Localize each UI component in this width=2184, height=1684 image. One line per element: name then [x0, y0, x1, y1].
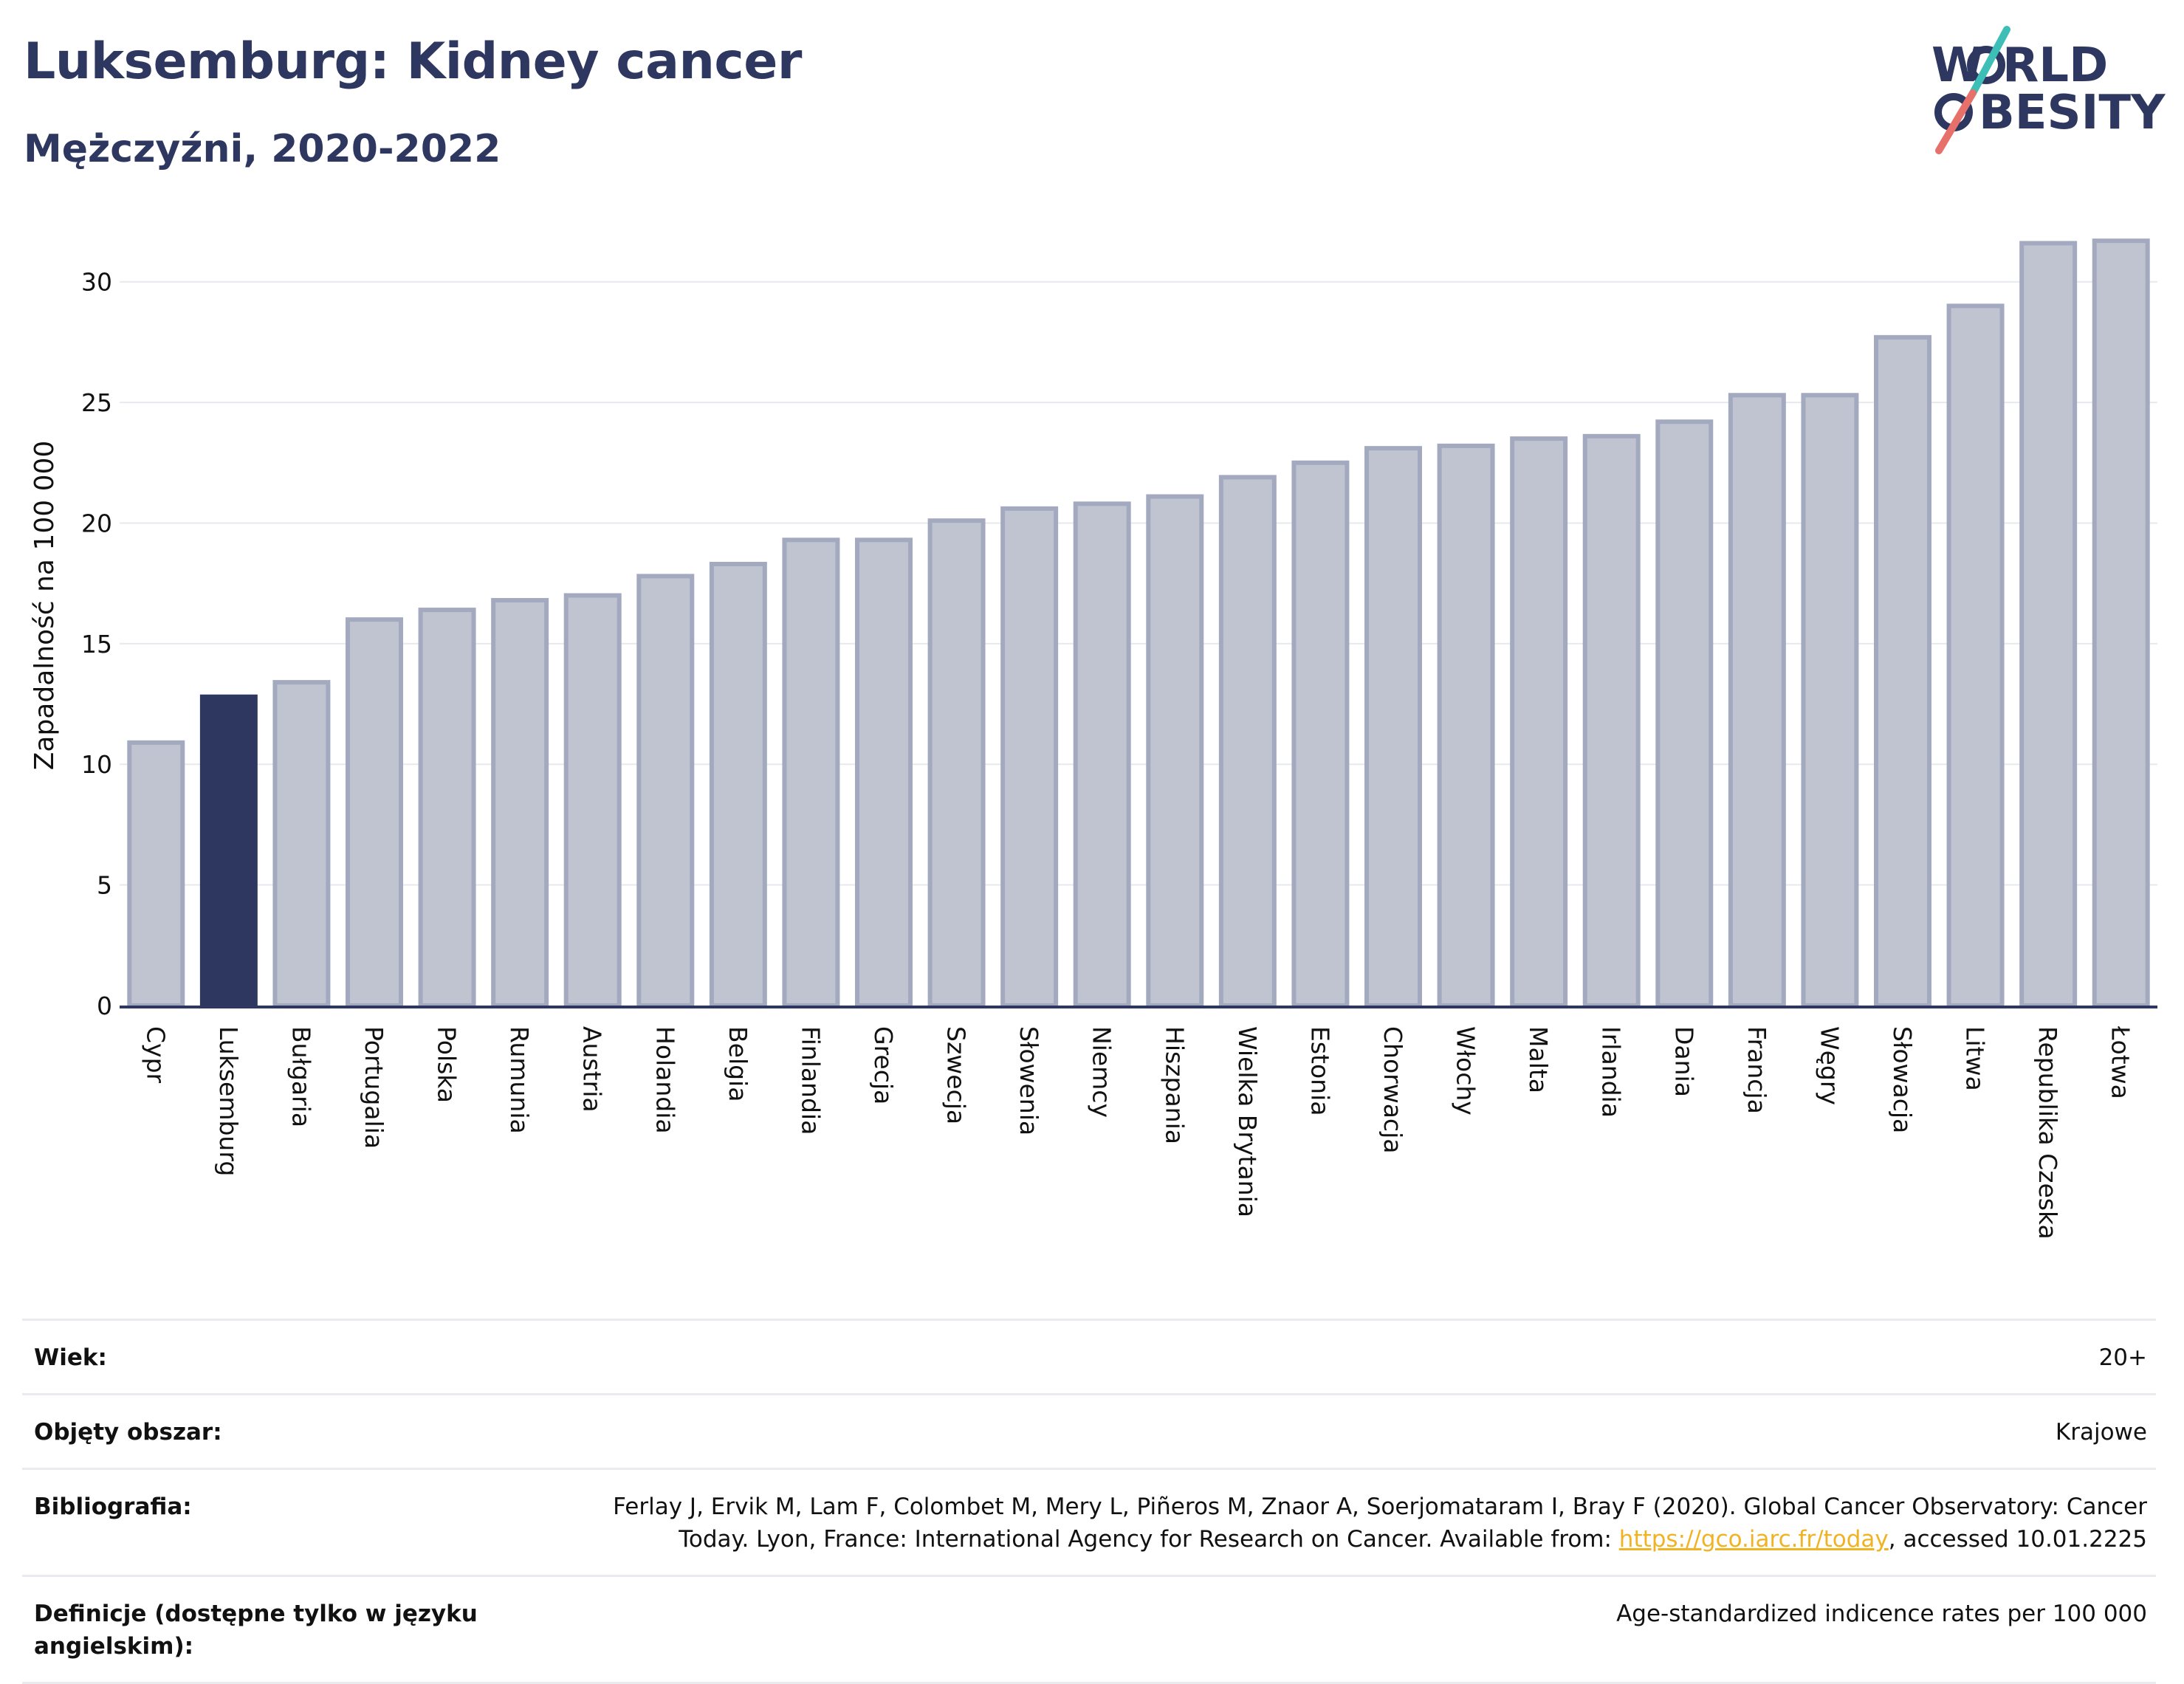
bar-hiszpania	[1146, 494, 1204, 1008]
y-axis-ticks: 0 5 10 15 20 25 30	[81, 268, 112, 1020]
x-tick-label: Portugalia	[360, 1026, 388, 1149]
bar-włochy	[1437, 443, 1495, 1008]
x-tick-label: Wielka Brytania	[1233, 1026, 1262, 1217]
x-tick-label: Niemcy	[1088, 1026, 1116, 1118]
x-tick-label: Austria	[578, 1026, 607, 1113]
y-axis-label: Zapadalność na 100 000	[30, 441, 60, 771]
x-tick-label: Malta	[1524, 1026, 1553, 1093]
x-tick-label: Luksemburg	[214, 1026, 243, 1176]
x-tick-label: Rumunia	[505, 1026, 534, 1134]
meta-label: Wiek:	[22, 1319, 515, 1395]
bibliography-line-2: Today. Lyon, France: International Agenc…	[679, 1526, 1619, 1553]
bar-luksemburg	[199, 694, 258, 1008]
chart-title: Luksemburg: Kidney cancer	[24, 32, 802, 91]
x-tick-label: Belgia	[724, 1026, 752, 1102]
logo-letter-o-top	[1967, 46, 2005, 84]
y-tick-label: 20	[81, 509, 112, 537]
x-tick-label: Słowacja	[1888, 1026, 1917, 1133]
meta-row-age: Wiek: 20+	[22, 1319, 2156, 1395]
x-tick-label: Grecja	[869, 1026, 898, 1104]
bar-malta	[1510, 436, 1568, 1008]
x-tick-label: Francja	[1742, 1026, 1771, 1114]
chart-subtitle: Mężczyźni, 2020-2022	[24, 127, 501, 171]
x-tick-label: Łotwa	[2106, 1025, 2135, 1099]
y-tick-label: 25	[81, 388, 112, 417]
bibliography-line-1: Ferlay J, Ervik M, Lam F, Colombet M, Me…	[613, 1494, 2147, 1520]
source-link[interactable]: https://gco.iarc.fr/today	[1618, 1526, 1889, 1553]
bar-austria	[563, 593, 622, 1008]
bar-irlandia	[1582, 433, 1641, 1008]
y-tick-label: 10	[81, 750, 112, 779]
meta-value: 20+	[515, 1319, 2156, 1395]
x-tick-label: Cypr	[141, 1026, 170, 1084]
bars	[127, 238, 2150, 1008]
x-tick-label: Finlandia	[796, 1026, 825, 1135]
world-obesity-logo: W RLD BESITY	[1931, 26, 2166, 154]
x-tick-label: Estonia	[1305, 1026, 1334, 1116]
bar-szwecja	[927, 518, 986, 1008]
bar-republika-czeska	[2019, 241, 2078, 1008]
bar-belgia	[709, 562, 767, 1008]
bar-rumunia	[491, 598, 549, 1008]
y-tick-label: 15	[81, 630, 112, 659]
meta-row-coverage: Objęty obszar: Krajowe	[22, 1393, 2156, 1469]
bar-niemcy	[1073, 501, 1131, 1008]
logo-slash-bottom	[1935, 89, 1977, 154]
bar-holandia	[636, 574, 695, 1008]
y-tick-label: 0	[97, 992, 112, 1020]
metadata-table: Wiek: 20+ Objęty obszar: Krajowe Bibliog…	[22, 1319, 2156, 1684]
x-tick-label: Irlandia	[1597, 1026, 1626, 1118]
logo-slash-top	[1969, 26, 2010, 97]
x-tick-label: Republika Czeska	[2033, 1026, 2062, 1240]
bar-cypr	[127, 740, 185, 1008]
x-tick-label: Włochy	[1452, 1026, 1480, 1116]
bar-łotwa	[2092, 238, 2150, 1008]
x-tick-label: Węgry	[1815, 1026, 1844, 1105]
logo-text-rld: RLD	[2002, 38, 2108, 93]
meta-label: Objęty obszar:	[22, 1393, 515, 1469]
x-tick-label: Chorwacja	[1378, 1026, 1407, 1153]
meta-value: Age-standardized indicence rates per 100…	[515, 1575, 2156, 1684]
x-tick-label: Dania	[1669, 1026, 1698, 1097]
x-tick-label: Bułgaria	[286, 1026, 315, 1127]
bar-bułgaria	[272, 680, 331, 1008]
bar-wielka-brytania	[1218, 475, 1277, 1008]
x-tick-label: Polska	[433, 1026, 461, 1103]
bibliography-accessed: , accessed 10.01.2225	[1888, 1526, 2147, 1553]
bar-portugalia	[346, 617, 403, 1008]
x-tick-label: Słowenia	[1014, 1026, 1043, 1135]
x-tick-label: Litwa	[1961, 1026, 1990, 1091]
y-tick-label: 5	[97, 871, 112, 900]
bar-chorwacja	[1364, 446, 1422, 1008]
bar-litwa	[1946, 303, 2005, 1008]
x-tick-label: Hiszpania	[1160, 1026, 1189, 1144]
bar-słowacja	[1874, 334, 1931, 1008]
bar-chart: 0 5 10 15 20 25 30 Cypr Luksemburg Bułgaria Portu…	[30, 238, 2157, 1240]
bar-polska	[418, 608, 476, 1008]
x-tick-label: Szwecja	[942, 1026, 971, 1124]
bar-węgry	[1801, 393, 1859, 1008]
meta-value: Krajowe	[515, 1393, 2156, 1469]
bar-dania	[1655, 419, 1714, 1008]
y-tick-label: 30	[81, 268, 112, 297]
meta-value: Ferlay J, Ervik M, Lam F, Colombet M, Me…	[515, 1468, 2156, 1576]
meta-label: Bibliografia:	[22, 1468, 515, 1576]
bar-estonia	[1291, 460, 1350, 1008]
meta-label: Definicje (dostępne tylko w języku angie…	[22, 1575, 515, 1684]
meta-row-bibliography: Bibliografia: Ferlay J, Ervik M, Lam F, …	[22, 1468, 2156, 1576]
meta-row-definitions: Definicje (dostępne tylko w języku angie…	[22, 1575, 2156, 1684]
logo-text-besity: BESITY	[1979, 86, 2166, 140]
x-tick-label: Holandia	[650, 1026, 679, 1134]
bar-francja	[1728, 393, 1786, 1008]
bar-grecja	[855, 537, 913, 1008]
x-axis-labels: Cypr Luksemburg Bułgaria Portugalia Polska Ru…	[141, 1025, 2135, 1240]
bar-finlandia	[782, 537, 840, 1008]
bar-słowenia	[1000, 506, 1059, 1008]
